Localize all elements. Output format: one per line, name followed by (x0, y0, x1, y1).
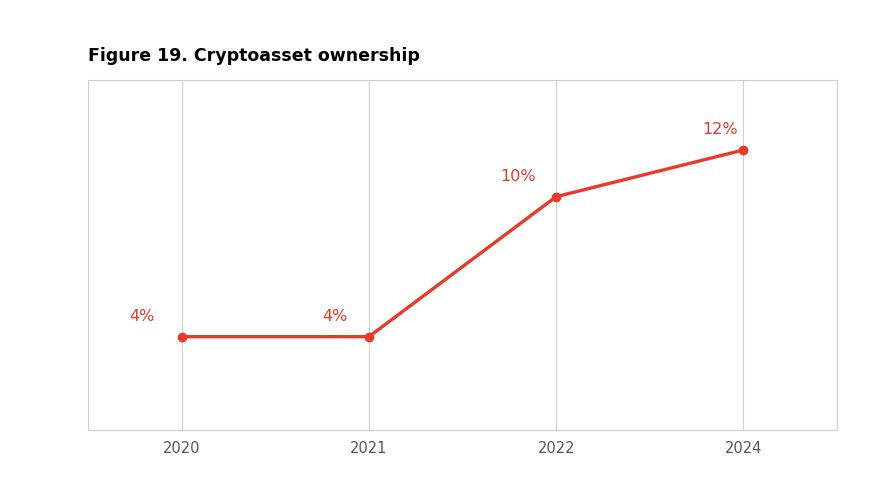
Text: Figure 19. Cryptoasset ownership: Figure 19. Cryptoasset ownership (88, 46, 420, 64)
Text: 10%: 10% (500, 169, 536, 184)
Text: 4%: 4% (322, 309, 347, 324)
Text: 12%: 12% (702, 122, 737, 137)
Text: 4%: 4% (130, 309, 155, 324)
